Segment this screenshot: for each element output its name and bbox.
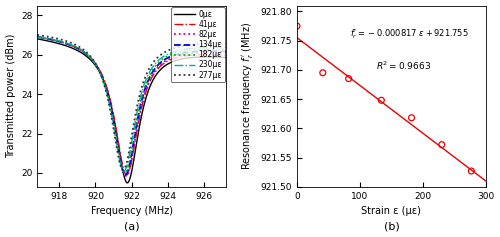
182με xyxy=(34,36,40,38)
41με xyxy=(124,173,130,176)
82με xyxy=(155,66,161,69)
82με xyxy=(144,85,150,87)
182με xyxy=(155,62,161,64)
134με xyxy=(149,71,155,74)
230με xyxy=(34,36,40,38)
82με xyxy=(223,52,229,55)
182με xyxy=(149,69,155,72)
Line: 41με: 41με xyxy=(38,37,226,175)
277με xyxy=(197,43,203,46)
277με xyxy=(120,169,126,171)
Point xyxy=(378,98,386,102)
277με xyxy=(34,34,40,36)
41με xyxy=(149,75,155,78)
0με xyxy=(34,37,40,40)
X-axis label: Frequency (MHz): Frequency (MHz) xyxy=(91,206,173,216)
Text: (b): (b) xyxy=(384,221,400,231)
Line: 82με: 82με xyxy=(38,37,226,176)
230με xyxy=(144,75,150,78)
41με xyxy=(178,55,184,58)
0με xyxy=(124,181,130,184)
134με xyxy=(122,173,128,176)
X-axis label: Strain ε (με): Strain ε (με) xyxy=(362,206,422,216)
Line: 230με: 230με xyxy=(38,37,226,171)
0με xyxy=(46,40,52,43)
0με xyxy=(197,56,203,59)
230με xyxy=(121,170,127,173)
82με xyxy=(149,74,155,77)
0με xyxy=(149,80,155,83)
Line: 182με: 182με xyxy=(38,37,226,173)
82με xyxy=(46,38,52,41)
277με xyxy=(223,42,229,45)
182με xyxy=(122,172,128,174)
182με xyxy=(144,79,150,82)
Text: $f_r' = -0.000817\ \varepsilon + 921.755$: $f_r' = -0.000817\ \varepsilon + 921.755… xyxy=(350,27,469,41)
277με xyxy=(155,56,161,59)
134με xyxy=(223,50,229,53)
Line: 0με: 0με xyxy=(38,39,226,183)
Point xyxy=(319,71,327,75)
Y-axis label: Resonance frequency $f_r^\prime$ (MHz): Resonance frequency $f_r^\prime$ (MHz) xyxy=(240,22,255,170)
Legend: 0με, 41με, 82με, 134με, 182με, 230με, 277με: 0με, 41με, 82με, 134με, 182με, 230με, 27… xyxy=(172,7,224,82)
230με xyxy=(149,66,155,69)
182με xyxy=(46,37,52,40)
41με xyxy=(197,53,203,56)
82με xyxy=(123,174,129,177)
230με xyxy=(178,49,184,51)
Line: 277με: 277με xyxy=(38,35,226,170)
134με xyxy=(155,64,161,67)
Point xyxy=(408,116,416,120)
277με xyxy=(46,36,52,38)
134με xyxy=(178,52,184,55)
41με xyxy=(155,67,161,70)
Point xyxy=(438,143,446,146)
Y-axis label: Transmitted power (dBm): Transmitted power (dBm) xyxy=(6,34,16,158)
82με xyxy=(197,52,203,55)
134με xyxy=(144,81,150,84)
Point xyxy=(344,77,352,81)
41με xyxy=(46,38,52,41)
182με xyxy=(223,48,229,51)
182με xyxy=(197,48,203,51)
230με xyxy=(223,46,229,49)
230με xyxy=(155,59,161,62)
230με xyxy=(46,37,52,40)
Line: 134με: 134με xyxy=(38,37,226,175)
277με xyxy=(178,45,184,48)
0με xyxy=(155,71,161,74)
134με xyxy=(197,50,203,53)
134με xyxy=(34,36,40,38)
0με xyxy=(144,92,150,95)
134με xyxy=(46,38,52,41)
41με xyxy=(34,35,40,38)
0με xyxy=(178,58,184,61)
277με xyxy=(144,71,150,74)
Point xyxy=(468,169,475,173)
230με xyxy=(197,46,203,49)
0με xyxy=(223,56,229,59)
82με xyxy=(34,36,40,38)
277με xyxy=(149,62,155,65)
Point xyxy=(293,24,301,28)
Text: (a): (a) xyxy=(124,221,140,231)
182με xyxy=(178,50,184,53)
82με xyxy=(178,54,184,57)
41με xyxy=(223,54,229,57)
Text: $R^2 = 0.9663$: $R^2 = 0.9663$ xyxy=(376,60,432,72)
41με xyxy=(144,87,150,89)
